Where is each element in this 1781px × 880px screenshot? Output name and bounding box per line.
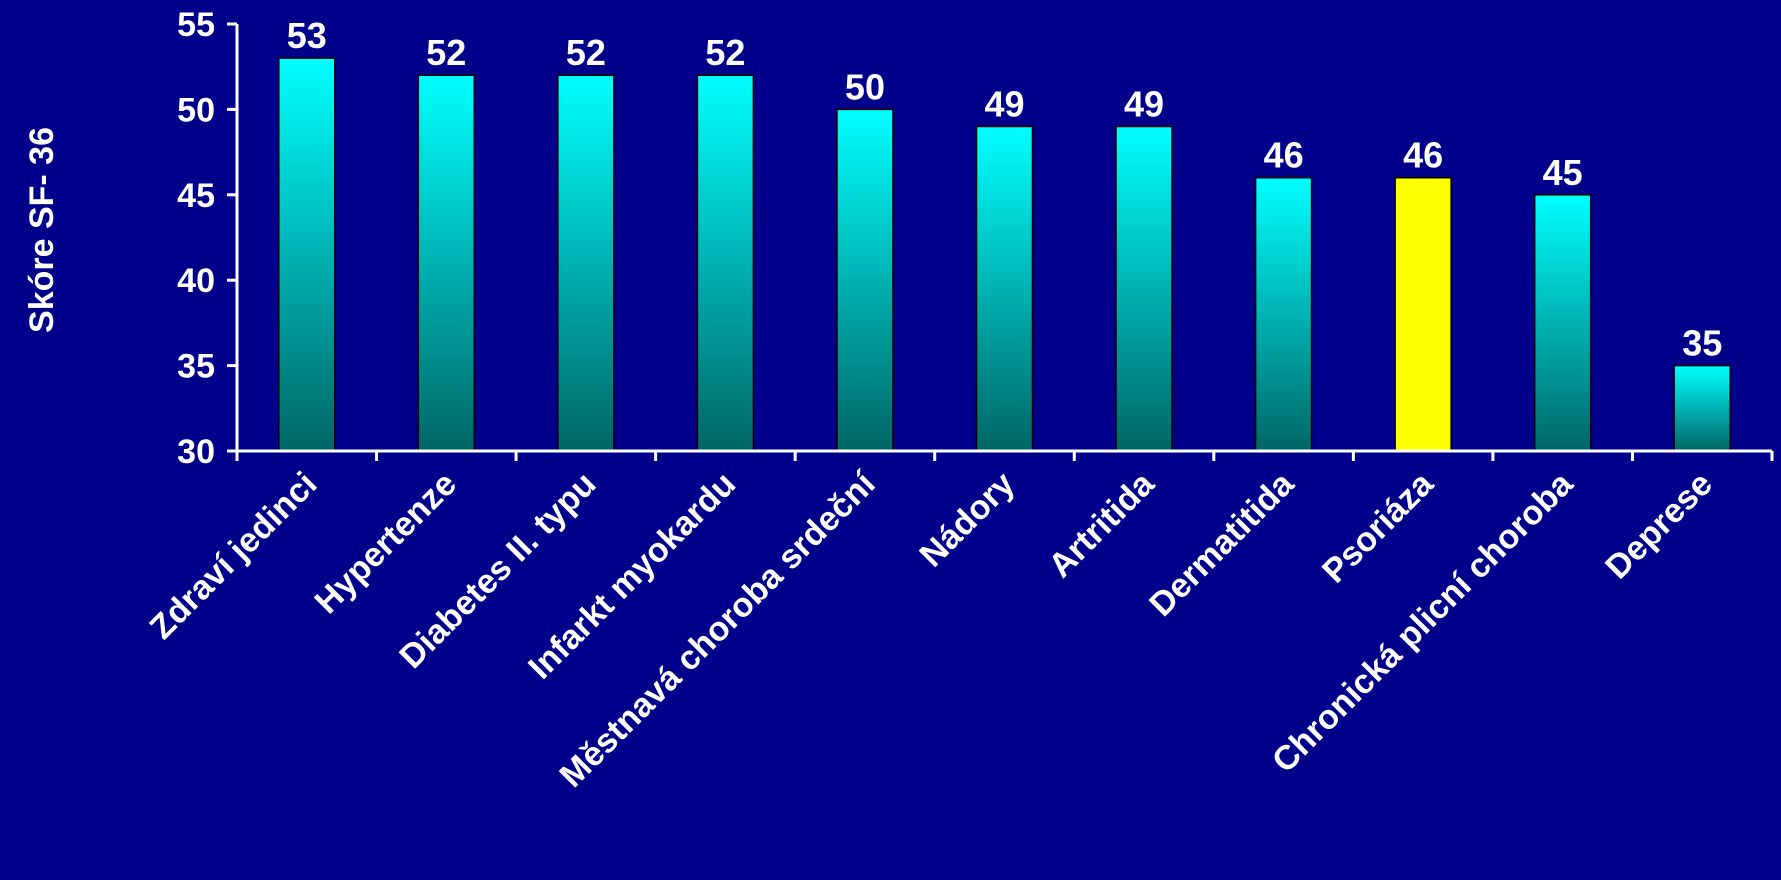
category-label: Zdraví jedinci	[143, 465, 325, 647]
category-label: Chronická plicní choroba	[1265, 464, 1581, 780]
data-label: 52	[426, 32, 466, 73]
y-tick-label: 35	[177, 348, 215, 386]
bar	[417, 74, 476, 452]
bar	[1394, 176, 1452, 452]
data-label: 46	[1403, 135, 1443, 176]
bar	[1254, 176, 1313, 452]
data-label: 45	[1543, 152, 1583, 193]
bar	[1673, 364, 1731, 452]
data-label: 35	[1682, 323, 1722, 364]
data-label: 49	[984, 83, 1024, 124]
y-tick-label: 40	[177, 262, 215, 300]
y-tick-label: 30	[177, 433, 215, 471]
bar	[836, 108, 894, 452]
category-label: Deprese	[1598, 465, 1720, 587]
category-label: Nádory	[912, 465, 1022, 575]
y-tick-label: 55	[177, 6, 215, 44]
bar	[975, 125, 1034, 452]
data-label: 53	[287, 15, 327, 56]
data-label: 46	[1264, 135, 1304, 176]
category-label: Dermatitida	[1142, 464, 1302, 624]
bar	[1533, 194, 1592, 452]
data-label: 52	[566, 32, 606, 73]
data-label: 52	[705, 32, 745, 73]
y-axis-title: Skóre SF- 36	[23, 127, 61, 333]
bar	[557, 74, 615, 452]
category-label: Psoriáza	[1315, 464, 1442, 591]
bar	[278, 57, 336, 452]
category-label: Hypertenze	[308, 465, 464, 621]
y-tick-label: 45	[177, 177, 215, 215]
category-label: Artritida	[1041, 464, 1162, 585]
bar	[696, 74, 755, 452]
data-label: 49	[1124, 83, 1164, 124]
data-label: 50	[845, 66, 885, 107]
y-tick-label: 50	[177, 91, 215, 129]
bar	[1115, 125, 1173, 452]
